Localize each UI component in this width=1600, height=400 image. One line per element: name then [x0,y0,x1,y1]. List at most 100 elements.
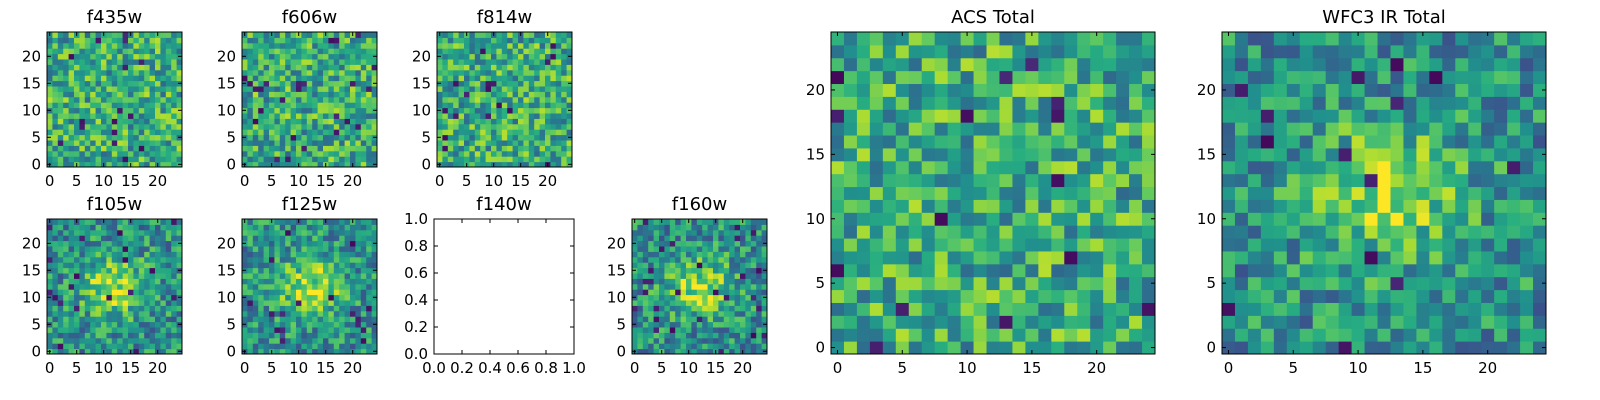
heatmap-cell [95,229,102,236]
heatmap-cell [296,134,302,141]
heatmap-cell [84,235,91,242]
heatmap-cell [1077,109,1091,123]
heatmap-cell [934,199,949,213]
heatmap-cell [745,305,752,312]
heatmap-cell [507,156,514,163]
heatmap-cell [128,316,134,323]
heatmap-cell [496,48,503,55]
heatmap-cell [750,256,757,263]
heatmap-cell [1038,147,1052,162]
heatmap-cell [258,310,265,317]
heatmap-cell [306,32,313,38]
heatmap-cell [360,145,367,152]
heatmap-cell [934,250,949,265]
heatmap-cell [128,53,134,60]
heatmap-cell [111,118,118,125]
heatmap-cell [1273,173,1288,188]
heatmap-cell [333,262,340,269]
heatmap-cell [285,102,292,109]
heatmap-cell [68,348,75,355]
heatmap-cell [111,140,118,146]
heatmap-cell [1338,276,1353,291]
heatmap-cell [138,64,145,71]
heatmap-cell [1025,147,1039,162]
heatmap-cell [339,321,346,328]
heatmap-cell [371,310,378,317]
heatmap-cell [68,80,75,87]
heatmap-cell [317,161,324,168]
heatmap-cell [247,42,254,49]
heatmap-cell [691,310,698,317]
heatmap-cell [534,64,541,71]
heatmap-cell [279,145,286,152]
heatmap-cell [523,134,530,141]
heatmap-cell [133,145,140,152]
heatmap-cell [1351,212,1366,226]
heatmap-cell [908,57,923,72]
heatmap-cell [1260,315,1275,329]
heatmap-cell [702,289,709,296]
heatmap-cell [68,140,75,146]
heatmap-cell [323,316,329,323]
heatmap-cell [79,102,86,109]
heatmap-cell [713,256,719,263]
heatmap-cell [1494,238,1508,252]
heatmap-cell [680,310,687,317]
heatmap-cell [90,348,97,355]
heatmap-cell [122,102,129,109]
heatmap-cell [756,316,763,323]
heatmap-cell [306,305,313,312]
heatmap-cell [333,96,340,103]
heatmap-cell [68,129,75,136]
heatmap-cell [713,251,719,258]
heatmap-cell [745,348,752,355]
heatmap-cell [344,113,351,119]
heatmap-cell [160,102,167,109]
heatmap-cell [133,156,140,163]
heatmap-cell [908,263,923,278]
heatmap-cell [501,48,508,55]
heatmap-cell [545,86,551,92]
heatmap-cell [512,140,519,146]
heatmap-cell [133,69,140,76]
heatmap-cell [252,294,259,301]
heatmap-cell [355,86,362,92]
heatmap-cell [986,225,1000,239]
heatmap-cell [333,348,340,355]
heatmap-cell [128,75,134,82]
heatmap-cell [258,118,265,125]
heatmap-cell [675,316,682,323]
heatmap-cell [133,42,140,49]
heatmap-cell [491,118,497,125]
heatmap-cell [539,96,546,103]
heatmap-cell [686,310,692,317]
heatmap-cell [648,262,655,269]
heatmap-cell [1090,263,1104,278]
heatmap-cell [144,240,151,247]
heatmap-cell [555,86,562,92]
heatmap-cell [480,107,487,114]
heatmap-cell [973,328,988,342]
heatmap-cell [895,57,910,72]
heatmap-cell [296,156,302,163]
heatmap-cell [1494,289,1508,303]
heatmap-cell [960,83,975,97]
heatmap-cell [534,75,541,82]
heatmap-cell [718,240,725,247]
heatmap-cell [908,135,923,149]
heatmap-cell [696,229,703,236]
heatmap-cell [648,229,655,236]
heatmap-cell [1051,96,1065,110]
heatmap-cell [171,37,178,44]
heatmap-cell [176,156,183,163]
heatmap-cell [258,107,265,114]
heatmap-cell [252,96,259,103]
heatmap-cell [908,70,923,85]
y-tick-label: 20 [607,234,626,252]
heatmap-cell [350,37,356,44]
heatmap-cell [442,107,449,114]
heatmap-cell [1377,315,1391,329]
heatmap-cell [1520,186,1534,200]
heatmap-cell [947,225,962,239]
heatmap-cell [653,267,660,274]
